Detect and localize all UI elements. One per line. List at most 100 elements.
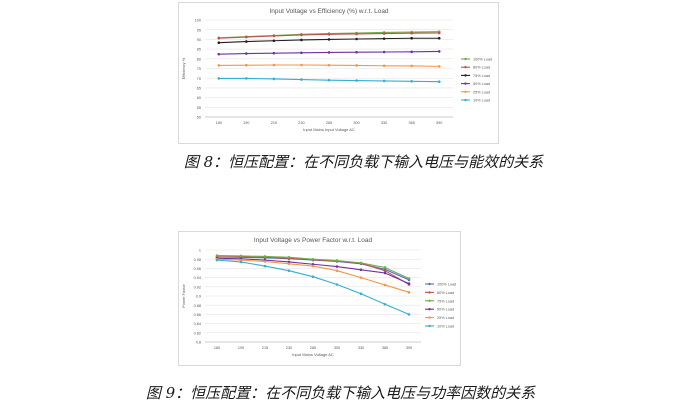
power-factor-chart-legend-marker [428,282,431,286]
efficiency-chart-legend-label: 80% Load [473,66,490,70]
figure-8-label: 图 8： [183,153,229,171]
efficiency-chart-y-tick-label: 70 [197,77,201,81]
efficiency-chart-data-point [327,38,331,41]
power-factor-chart-data-point [215,254,219,257]
efficiency-chart-data-point [382,32,386,35]
power-factor-chart-x-tick-label: 265 [310,346,316,350]
efficiency-chart-data-point [245,40,248,43]
efficiency-chart-data-point [300,33,303,37]
power-factor-chart-title: Input Voltage vs Power Factor w.r.t. Loa… [254,237,373,244]
efficiency-chart-data-point [355,64,358,67]
efficiency-chart-x-tick-label: 390 [436,121,442,125]
figure-9-text: 在不同负载下输入电压与功率因数的关系 [265,384,536,402]
efficiency-chart-y-tick-label: 95 [197,28,201,32]
efficiency-chart-legend-label: 25% Load [473,90,490,94]
efficiency-chart-y-tick-label: 90 [197,38,201,42]
efficiency-chart-legend-marker [464,74,467,77]
power-factor-chart-data-point [239,254,243,258]
power-factor-chart-data-point [359,268,363,272]
power-factor-chart-data-point [311,264,315,268]
efficiency-chart-x-tick-label: 265 [326,121,332,125]
power-factor-chart-y-tick-label: 0.86 [194,313,201,317]
efficiency-chart-data-point [217,36,221,40]
power-factor-chart-series-line [216,257,410,285]
efficiency-chart-data-point [245,77,248,80]
power-factor-chart-data-point [407,277,411,280]
efficiency-chart-data-point [382,37,386,40]
power-factor-chart-y-tick-label: 0.9 [196,295,201,299]
figure-9-caption: 图 9：恒压配置：在不同负载下输入电压与功率因数的关系 [0,382,681,403]
efficiency-chart-data-point [300,38,303,42]
efficiency-chart-data-point [437,31,441,35]
efficiency-chart-legend-label: 50% Load [473,82,490,86]
power-factor-chart-data-point [311,257,315,261]
power-factor-chart-x-axis-label: Input Mains Voltage AC [292,352,334,357]
power-factor-chart-data-point [215,258,219,262]
power-factor-chart-x-tick-label: 190 [238,346,244,350]
figure-8-text: 在不同负载下输入电压与能效的关系 [303,153,544,171]
efficiency-chart: Input Voltage vs Efficiency (%) w.r.t. L… [178,2,499,144]
power-factor-chart-data-point [383,302,387,306]
efficiency-chart-x-tick-label: 180 [216,121,222,125]
power-factor-chart-data-point [383,269,387,272]
efficiency-chart-legend-marker [464,98,467,102]
efficiency-chart-x-tick-label: 190 [243,121,249,125]
power-factor-chart-data-point [359,292,363,295]
efficiency-chart-legend-marker [464,57,467,61]
efficiency-chart-y-axis-label: Efficiency % [181,57,186,79]
power-factor-chart-data-point [239,258,243,262]
power-factor-chart-data-point [311,275,315,278]
power-factor-chart-y-tick-label: 0.98 [194,258,201,262]
power-factor-chart-legend-marker [428,308,431,311]
power-factor-chart-y-axis-label: Power Factor [181,283,186,307]
power-factor-chart-data-point [407,313,411,316]
power-factor-chart-x-tick-label: 180 [214,346,220,350]
efficiency-chart-data-point [355,32,358,36]
power-factor-chart-legend-label: 50% Load [437,308,454,312]
efficiency-chart-data-point [355,79,358,82]
efficiency-chart-data-point [437,36,441,40]
power-factor-chart-y-tick-label: 0.84 [194,322,201,326]
power-factor-chart-data-point [287,256,291,259]
efficiency-chart-legend-label: 75% Load [473,74,490,78]
efficiency-chart-data-point [327,78,331,82]
power-factor-chart-data-point [263,264,267,268]
power-factor-chart-y-tick-label: 0.82 [194,331,201,335]
efficiency-chart-title: Input Voltage vs Efficiency (%) w.r.t. L… [269,8,388,15]
efficiency-chart-data-point [410,80,413,83]
efficiency-chart-x-axis-label: Input Mains Input Voltage AC [303,127,355,132]
power-factor-chart-data-point [407,291,411,294]
power-factor-chart-data-point [335,283,339,286]
power-factor-chart-legend-label: 100% Load [437,283,456,287]
efficiency-chart-y-tick-label: 55 [197,106,201,110]
efficiency-chart-data-point [272,34,276,38]
power-factor-chart-data-point [359,276,363,279]
power-factor-chart-legend-marker [428,316,431,319]
efficiency-chart-legend-marker [464,90,467,94]
efficiency-chart-legend-marker [464,66,467,69]
efficiency-chart-data-point [300,63,303,67]
efficiency-chart-y-tick-label: 50 [197,116,201,120]
efficiency-chart-data-point [272,63,276,67]
power-factor-chart-x-tick-label: 390 [406,346,412,350]
power-factor-chart-legend-label: 10% Load [437,325,454,329]
power-factor-chart-legend-marker [428,324,431,328]
power-factor-chart-data-point [383,266,387,269]
efficiency-chart-data-point [245,52,248,55]
power-factor-chart-svg: Input Voltage vs Power Factor w.r.t. Loa… [181,237,456,357]
efficiency-chart-legend-marker [464,82,467,85]
figure-8-caption: 图 8：恒压配置：在不同负载下输入电压与能效的关系 [23,151,681,172]
efficiency-chart-data-point [355,50,358,54]
efficiency-chart-data-point [327,33,331,36]
efficiency-chart-x-tick-label: 230 [298,121,304,125]
power-factor-chart-y-tick-label: 0.8 [196,341,201,345]
efficiency-chart-data-point [382,79,386,83]
efficiency-chart-legend-label: 10% Load [473,99,490,103]
power-factor-chart-data-point [239,260,243,264]
efficiency-chart-data-point [410,31,413,35]
power-factor-chart-x-tick-label: 215 [262,346,268,350]
efficiency-chart-data-point [410,50,413,54]
power-factor-chart-legend-marker [428,299,431,302]
efficiency-chart-data-point [410,36,413,40]
power-factor-chart-data-point [407,282,411,285]
